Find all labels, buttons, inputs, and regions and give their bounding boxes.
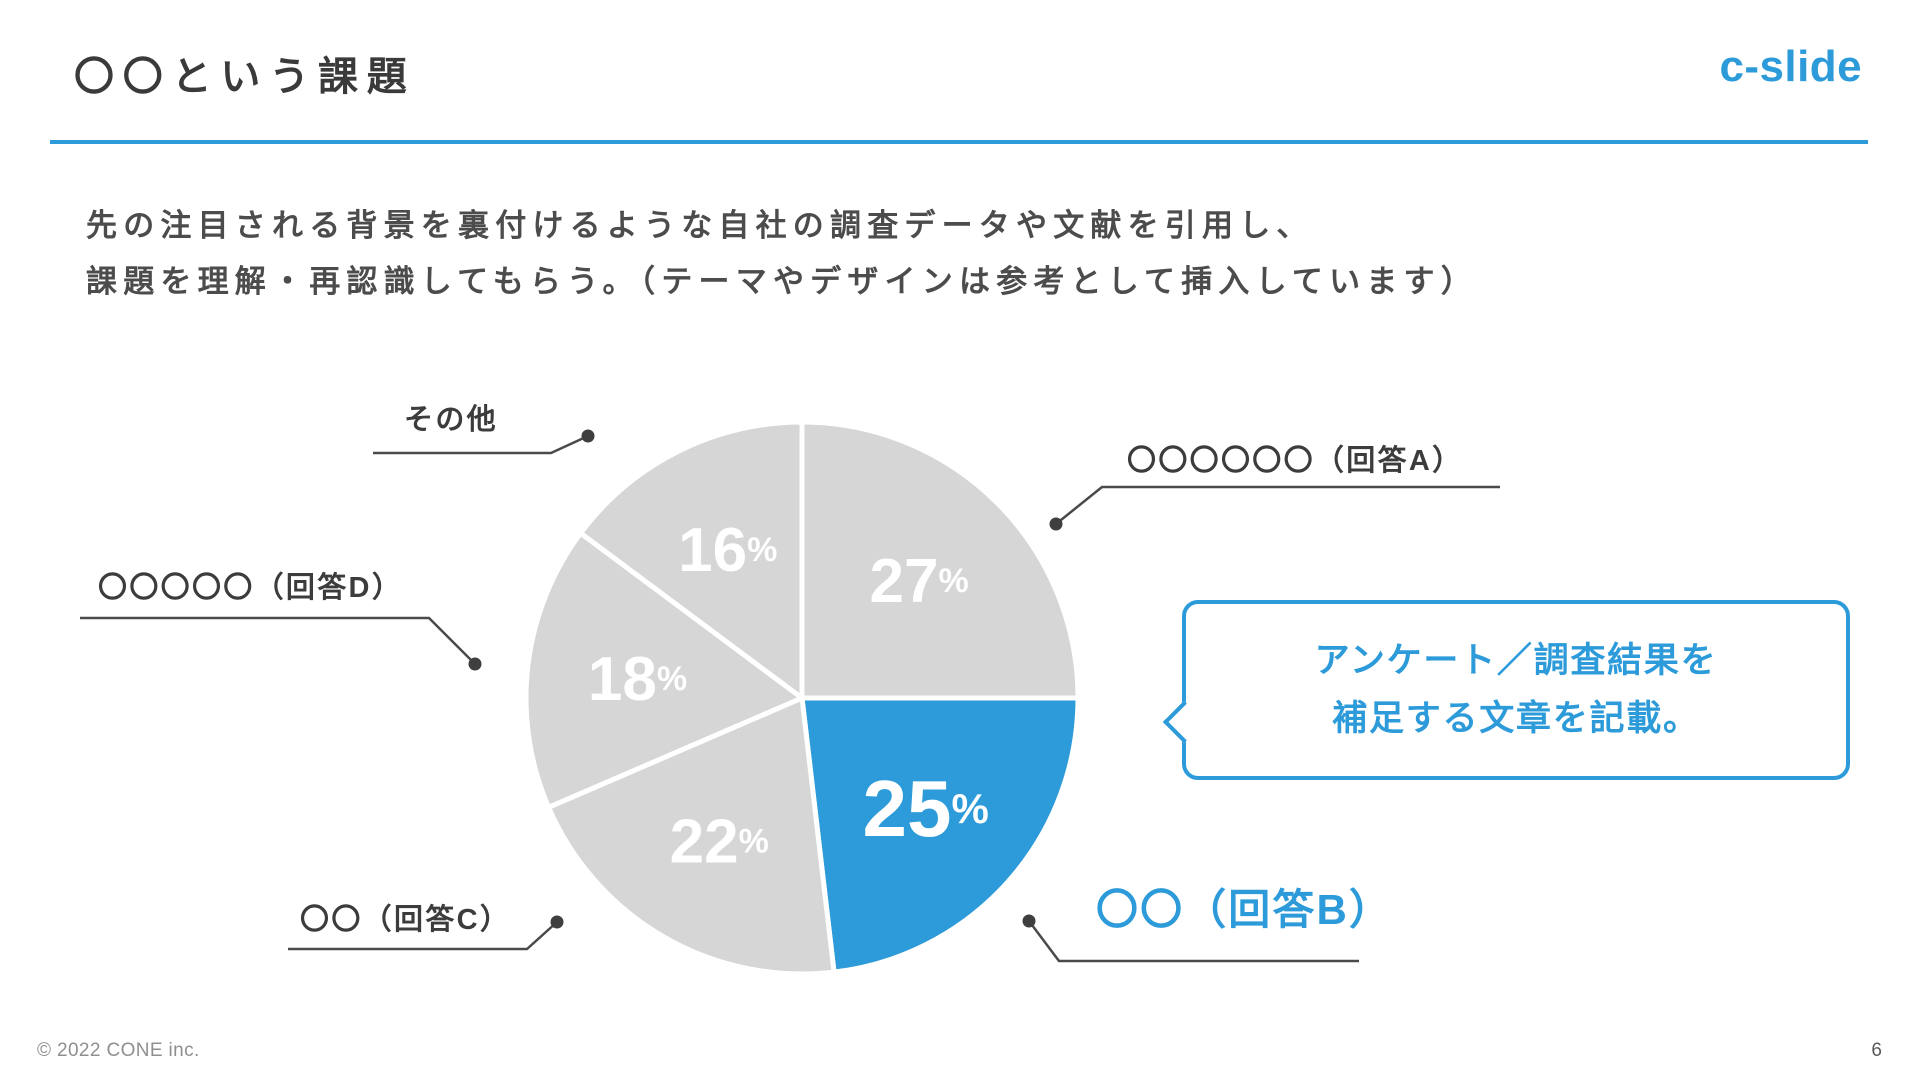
callout-label-other: その他 (404, 404, 498, 436)
pie-chart: 27% 25% 22% 18% 16% (523, 419, 1081, 977)
callout-line-d (80, 616, 476, 665)
pie-slice-value: 27% (869, 546, 968, 615)
bubble-line-1: アンケート／調査結果を (1314, 641, 1718, 680)
pie-slice-value: 18% (588, 644, 687, 713)
callout-dot-d (468, 657, 482, 671)
callout-line-a (1055, 485, 1500, 525)
callout-label-b: 〇〇（回答B） (1096, 886, 1394, 933)
pie-slice-5 (578, 419, 805, 701)
pie-slice-value: 25% (863, 764, 989, 853)
callout-label-d: 〇〇〇〇〇（回答D） (98, 572, 404, 604)
page-title: 〇〇という課題 (74, 55, 416, 99)
page-number: 6 (1871, 1040, 1882, 1061)
callout-label-c: 〇〇（回答C） (300, 904, 512, 936)
pie-slice-3 (546, 695, 837, 977)
intro-text: 先の注目される背景を裏付けるような自社の調査データや文献を引用し、 課題を理解・… (86, 198, 1478, 310)
header-divider (50, 140, 1868, 144)
intro-line-1: 先の注目される背景を裏付けるような自社の調査データや文献を引用し、 (86, 208, 1314, 243)
intro-line-2: 課題を理解・再認識してもらう。（テーマやデザインは参考として挿入しています） (86, 263, 1478, 299)
pie-slice-4 (523, 530, 805, 810)
pie-slice-value: 16% (678, 516, 777, 585)
callout-label-a: 〇〇〇〇〇〇（回答A） (1127, 445, 1464, 477)
annotation-bubble: アンケート／調査結果を 補足する文章を記載。 (1182, 600, 1850, 780)
pie-slice-1 (799, 419, 1081, 701)
pie-slice-value: 22% (670, 807, 769, 876)
bubble-line-2: 補足する文章を記載。 (1332, 698, 1700, 738)
brand-logo: c-slide (1719, 42, 1862, 91)
copyright: © 2022 CONE inc. (37, 1040, 200, 1061)
pie-slice-2 (799, 695, 1081, 975)
